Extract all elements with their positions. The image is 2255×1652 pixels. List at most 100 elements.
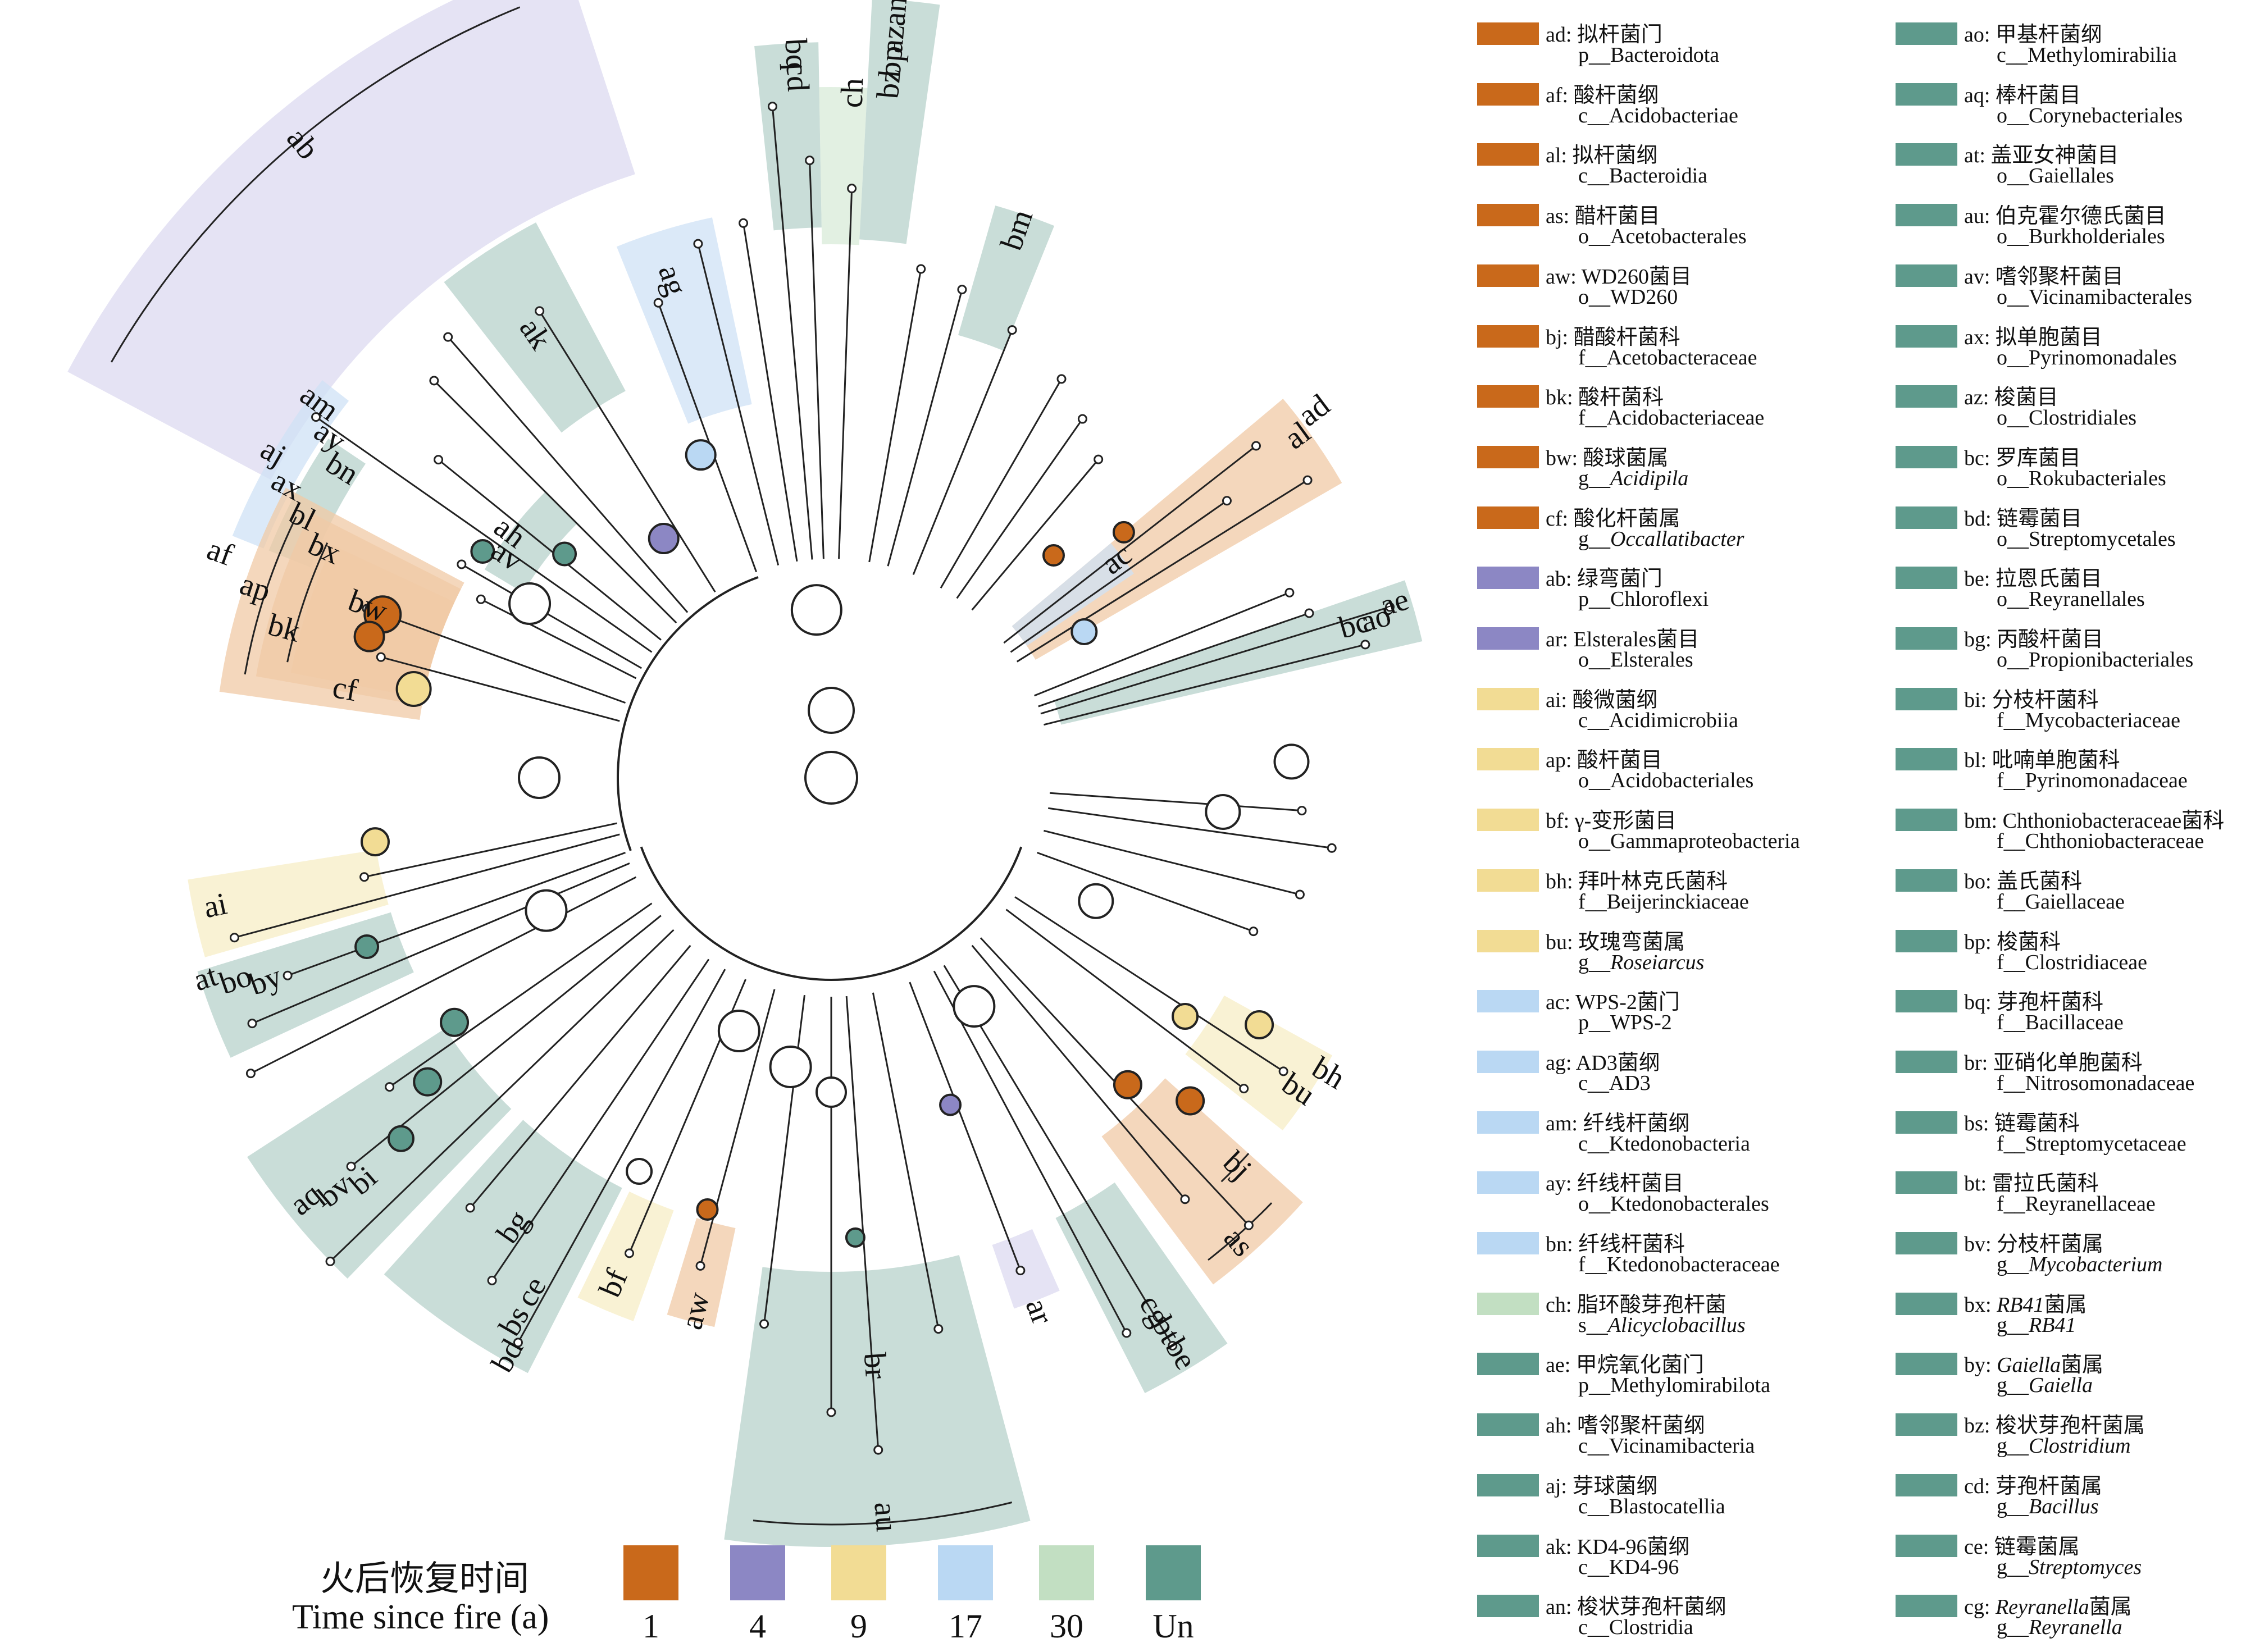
key-taxon-label: c__Methylomirabilia — [1997, 43, 2177, 67]
key-code-label: ak: KD4-96菌纲 — [1546, 1535, 1690, 1559]
branch-tip-17 — [1007, 325, 1017, 335]
key-item-ac: ac: WPS-2菌门 p__WPS-2 — [1477, 984, 1870, 1041]
key-swatch — [1477, 1171, 1539, 1194]
key-code-label: be: 拉恩氏菌目 — [1964, 567, 2102, 591]
key-code-label: am: 纤线杆菌纲 — [1546, 1111, 1690, 1135]
key-code-label: as: 醋杆菌目 — [1546, 204, 1660, 229]
key-taxon-label: c__Acidobacteriae — [1578, 103, 1738, 127]
key-code-label: cg: Reyranella菌属 — [1964, 1595, 2132, 1619]
key-taxon-label: g__Occallatibacter — [1578, 527, 1744, 551]
key-taxon-label: f__Bacillaceae — [1997, 1011, 2124, 1035]
node-4 — [648, 523, 680, 555]
key-item-bl: bl: 吡喃单胞菌科 f__Pyrinomonadaceae — [1896, 742, 2255, 798]
branch-2 — [771, 106, 813, 560]
cladogram: ab af ap bk bw cf ah av aj ax bl bx am ay bn ak ag bq cd ch… — [67, 0, 1423, 1547]
sector-bd — [384, 1120, 622, 1373]
key-taxon-label: c__Clostridia — [1578, 1616, 1693, 1640]
node-28 — [1172, 1002, 1199, 1030]
backbone-arc-upper — [617, 576, 759, 851]
key-taxon-label: g__Clostridium — [1997, 1434, 2131, 1458]
branch-tip-8 — [429, 376, 439, 386]
branch-13 — [366, 608, 626, 704]
key-swatch — [1477, 1534, 1539, 1557]
key-swatch — [1477, 83, 1539, 106]
key-swatch — [1477, 1413, 1539, 1436]
branch-tip-0 — [805, 156, 815, 166]
branch-50 — [1005, 909, 1245, 1089]
legend-title-cn: 火后恢复时间 — [320, 1558, 530, 1599]
node-12 — [552, 541, 577, 567]
key-swatch — [1896, 1353, 1957, 1376]
key-code-label: bm: Chthoniobacteraceae菌科 — [1964, 809, 2225, 833]
node-15 — [360, 827, 390, 857]
key-item-ay: ay: 纤线杆菌目 o__Ktedonobacterales — [1477, 1166, 1870, 1222]
legend-label-1: 1 — [643, 1608, 659, 1645]
key-item-ae: ae: 甲烷氧化菌门 p__Methylomirabilota — [1477, 1347, 1870, 1403]
key-code-label: bx: RB41菌属 — [1964, 1293, 2087, 1317]
branch-tip-14 — [376, 652, 386, 662]
key-taxon-label: f__Pyrinomonadaceae — [1997, 769, 2188, 793]
key-code-label: bf: γ-变形菌目 — [1546, 809, 1677, 833]
branch-tip-33 — [385, 1082, 395, 1092]
branch-tip-37 — [487, 1275, 497, 1285]
key-swatch — [1477, 1292, 1539, 1315]
key-item-br: br: 亚硝化单胞菌科 f__Nitrosomonadaceae — [1896, 1045, 2255, 1101]
key-item-bu: bu: 玫瑰弯菌属 g__Roseiarcus — [1477, 924, 1870, 980]
branch-tip-34 — [346, 1161, 356, 1171]
branch-tip-9 — [434, 455, 444, 465]
key-swatch — [1896, 506, 1957, 529]
branch-tip-54 — [1327, 843, 1337, 853]
branch-tip-20 — [1094, 454, 1104, 464]
key-item-bn: bn: 纤线杆菌科 f__Ktedonobacteraceae — [1477, 1226, 1870, 1283]
branch-18 — [940, 378, 1063, 589]
branch-tip-26 — [1360, 640, 1370, 650]
key-swatch — [1896, 143, 1957, 166]
key-swatch — [1477, 264, 1539, 287]
key-item-bw: bw: 酸球菌属 g__Acidipila — [1477, 440, 1870, 496]
key-taxon-label: o__Propionibacteriales — [1997, 648, 2194, 672]
key-code-label: ax: 拟单胞菌目 — [1964, 325, 2102, 349]
branch-tip-41 — [759, 1319, 769, 1329]
arc-as — [1208, 1202, 1273, 1261]
key-code-label: ap: 酸杆菌目 — [1546, 749, 1662, 773]
key-taxon-label: p__Chloroflexi — [1578, 587, 1709, 611]
node-34 — [626, 1158, 653, 1185]
branch-21 — [1003, 445, 1257, 644]
branch-51 — [1014, 896, 1284, 1073]
branch-tip-38 — [513, 1338, 523, 1348]
key-swatch — [1477, 1353, 1539, 1376]
key-item-ak: ak: KD4-96菌纲 c__KD4-96 — [1477, 1529, 1870, 1585]
branch-8 — [433, 380, 677, 624]
branch-12 — [480, 598, 637, 679]
branch-46 — [933, 970, 1128, 1334]
branch-22 — [1010, 500, 1228, 653]
key-item-ar: ar: Elsterales菌目 o__Elsterales — [1477, 622, 1870, 678]
clade-label-ch: ch — [835, 77, 871, 108]
branch-17 — [912, 330, 1013, 575]
branch-tip-23 — [1302, 475, 1313, 485]
node-14 — [518, 756, 561, 799]
key-swatch — [1896, 748, 1957, 771]
key-code-label: bc: 罗库菌目 — [1964, 446, 2081, 470]
backbone-arc-lower — [640, 846, 1023, 982]
key-item-bc: bc: 罗库菌目 o__Rokubacteriales — [1896, 440, 2255, 496]
key-taxon-label: c__Acidimicrobiia — [1578, 708, 1738, 732]
legend-label-un: Un — [1152, 1608, 1194, 1645]
key-item-ao: ao: 甲基杆菌纲 c__Methylomirabilia — [1896, 17, 2255, 73]
key-item-an: an: 梭状芽孢杆菌纲 c__Clostridia — [1477, 1589, 1870, 1645]
key-swatch — [1477, 22, 1539, 45]
key-swatch — [1896, 1111, 1957, 1134]
key-taxon-label: p__WPS-2 — [1578, 1011, 1672, 1035]
key-swatch — [1896, 929, 1957, 952]
key-item-as: as: 醋杆菌目 o__Acetobacterales — [1477, 198, 1870, 254]
key-swatch — [1477, 325, 1539, 348]
key-taxon-label: o__Corynebacteriales — [1997, 103, 2183, 127]
key-code-label: ag: AD3菌纲 — [1546, 1051, 1660, 1075]
branch-30 — [287, 851, 626, 976]
branch-tip-48 — [1180, 1194, 1190, 1204]
branch-28 — [364, 822, 617, 878]
legend-label-17: 17 — [949, 1608, 982, 1645]
branch-tip-1 — [847, 184, 857, 194]
sector-bh — [1185, 995, 1333, 1130]
branch-tip-50 — [1239, 1084, 1249, 1094]
